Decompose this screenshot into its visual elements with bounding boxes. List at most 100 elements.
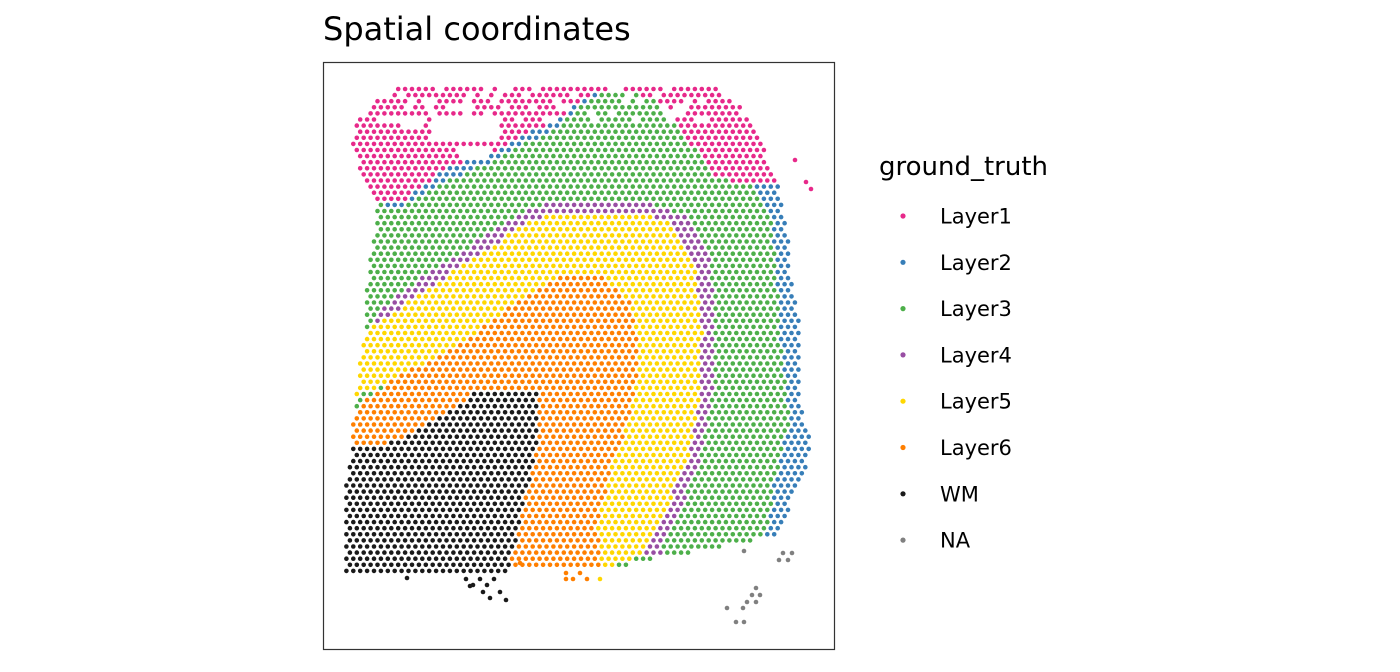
spot-wm xyxy=(523,434,529,440)
spot-layer6 xyxy=(599,446,604,452)
spot-layer5 xyxy=(668,251,673,256)
spot-wm xyxy=(471,513,477,519)
spot-wm xyxy=(385,483,391,488)
spot-layer6 xyxy=(354,428,360,433)
spot-layer3 xyxy=(647,105,653,110)
spot-layer6 xyxy=(537,458,542,464)
spot-layer3 xyxy=(647,141,653,147)
spot-layer3 xyxy=(765,239,770,244)
spot-wm xyxy=(513,403,518,409)
spot-layer3 xyxy=(716,214,722,220)
spot-layer6 xyxy=(492,379,498,385)
spot-layer5 xyxy=(658,440,663,446)
spot-layer3 xyxy=(778,446,784,452)
spot-wm xyxy=(506,538,511,543)
spot-layer3 xyxy=(747,233,753,238)
spot-layer1 xyxy=(430,86,436,92)
spot-layer1 xyxy=(696,141,701,147)
spot-layer6 xyxy=(551,349,556,354)
spot-layer6 xyxy=(382,428,387,433)
spot-layer5 xyxy=(564,214,570,220)
spot-wm xyxy=(506,562,511,568)
spot-layer5 xyxy=(668,434,673,440)
spot-layer4 xyxy=(637,208,642,214)
spot-layer6 xyxy=(564,324,570,330)
spot-layer6 xyxy=(468,349,473,354)
spot-layer3 xyxy=(709,410,715,415)
spot-layer6 xyxy=(558,385,563,391)
spot-layer1 xyxy=(734,172,739,177)
spot-wm xyxy=(475,483,480,488)
spot-layer1 xyxy=(740,135,746,141)
spot-layer5 xyxy=(444,342,449,348)
spot-layer4 xyxy=(678,501,684,507)
spot-layer6 xyxy=(544,495,549,501)
spot-layer3 xyxy=(668,178,673,183)
spot-wm xyxy=(371,556,377,561)
spot-layer5 xyxy=(406,336,411,342)
spot-layer5 xyxy=(402,355,408,360)
spot-wm xyxy=(499,513,505,519)
spot-layer6 xyxy=(578,422,584,427)
spot-layer1 xyxy=(385,166,391,171)
spot-layer6 xyxy=(582,416,587,421)
spot-wm xyxy=(485,391,491,397)
spot-layer5 xyxy=(661,324,667,330)
spot-layer6 xyxy=(530,336,535,342)
spot-layer3 xyxy=(609,98,615,104)
spot-layer1 xyxy=(409,86,415,92)
spot-layer5 xyxy=(520,233,525,238)
spot-layer3 xyxy=(582,123,587,128)
spot-layer3 xyxy=(389,233,394,238)
spot-layer3 xyxy=(668,153,673,159)
spot-layer6 xyxy=(592,324,598,330)
spot-layer5 xyxy=(502,239,508,244)
spot-layer5 xyxy=(661,495,667,501)
spot-layer6 xyxy=(533,477,539,482)
spot-layer2 xyxy=(768,184,774,189)
spot-layer3 xyxy=(768,440,774,446)
spot-layer3 xyxy=(658,123,663,128)
spot-layer3 xyxy=(502,202,508,208)
spot-wm xyxy=(389,440,394,446)
spot-layer6 xyxy=(533,355,539,360)
spot-layer3 xyxy=(696,519,701,525)
spot-layer1 xyxy=(533,98,539,104)
spot-layer2 xyxy=(499,147,505,153)
spot-layer3 xyxy=(675,166,680,171)
spot-layer5 xyxy=(651,342,656,348)
spot-layer2 xyxy=(785,251,791,256)
spot-layer2 xyxy=(785,263,791,269)
spot-layer3 xyxy=(768,379,774,385)
spot-wm xyxy=(475,544,480,549)
spot-layer3 xyxy=(730,519,736,525)
spot-layer5 xyxy=(682,275,687,281)
spot-layer5 xyxy=(633,385,639,391)
spot-layer3 xyxy=(409,257,415,263)
spot-wm xyxy=(451,525,456,531)
spot-wm xyxy=(502,422,508,427)
spot-layer3 xyxy=(406,239,411,244)
spot-layer1 xyxy=(430,159,436,165)
spot-layer3 xyxy=(716,349,722,354)
spot-layer3 xyxy=(530,202,535,208)
spot-wm xyxy=(371,532,377,537)
spot-layer1 xyxy=(720,98,725,104)
spot-layer6 xyxy=(575,391,580,397)
spot-layer3 xyxy=(671,159,677,165)
spot-wm xyxy=(402,501,408,507)
spot-layer4 xyxy=(468,251,473,256)
spot-layer3 xyxy=(775,391,780,397)
spot-layer5 xyxy=(492,294,498,299)
spot-wm xyxy=(357,544,363,549)
spot-layer4 xyxy=(661,532,667,537)
spot-layer3 xyxy=(478,196,484,202)
spot-layer6 xyxy=(533,513,539,519)
spot-layer3 xyxy=(499,172,505,177)
spot-layer3 xyxy=(723,385,729,391)
spot-wm xyxy=(520,391,525,397)
spot-layer3 xyxy=(616,147,622,153)
spot-layer4 xyxy=(661,519,667,525)
spot-layer5 xyxy=(420,300,425,305)
spot-wm xyxy=(413,544,418,549)
